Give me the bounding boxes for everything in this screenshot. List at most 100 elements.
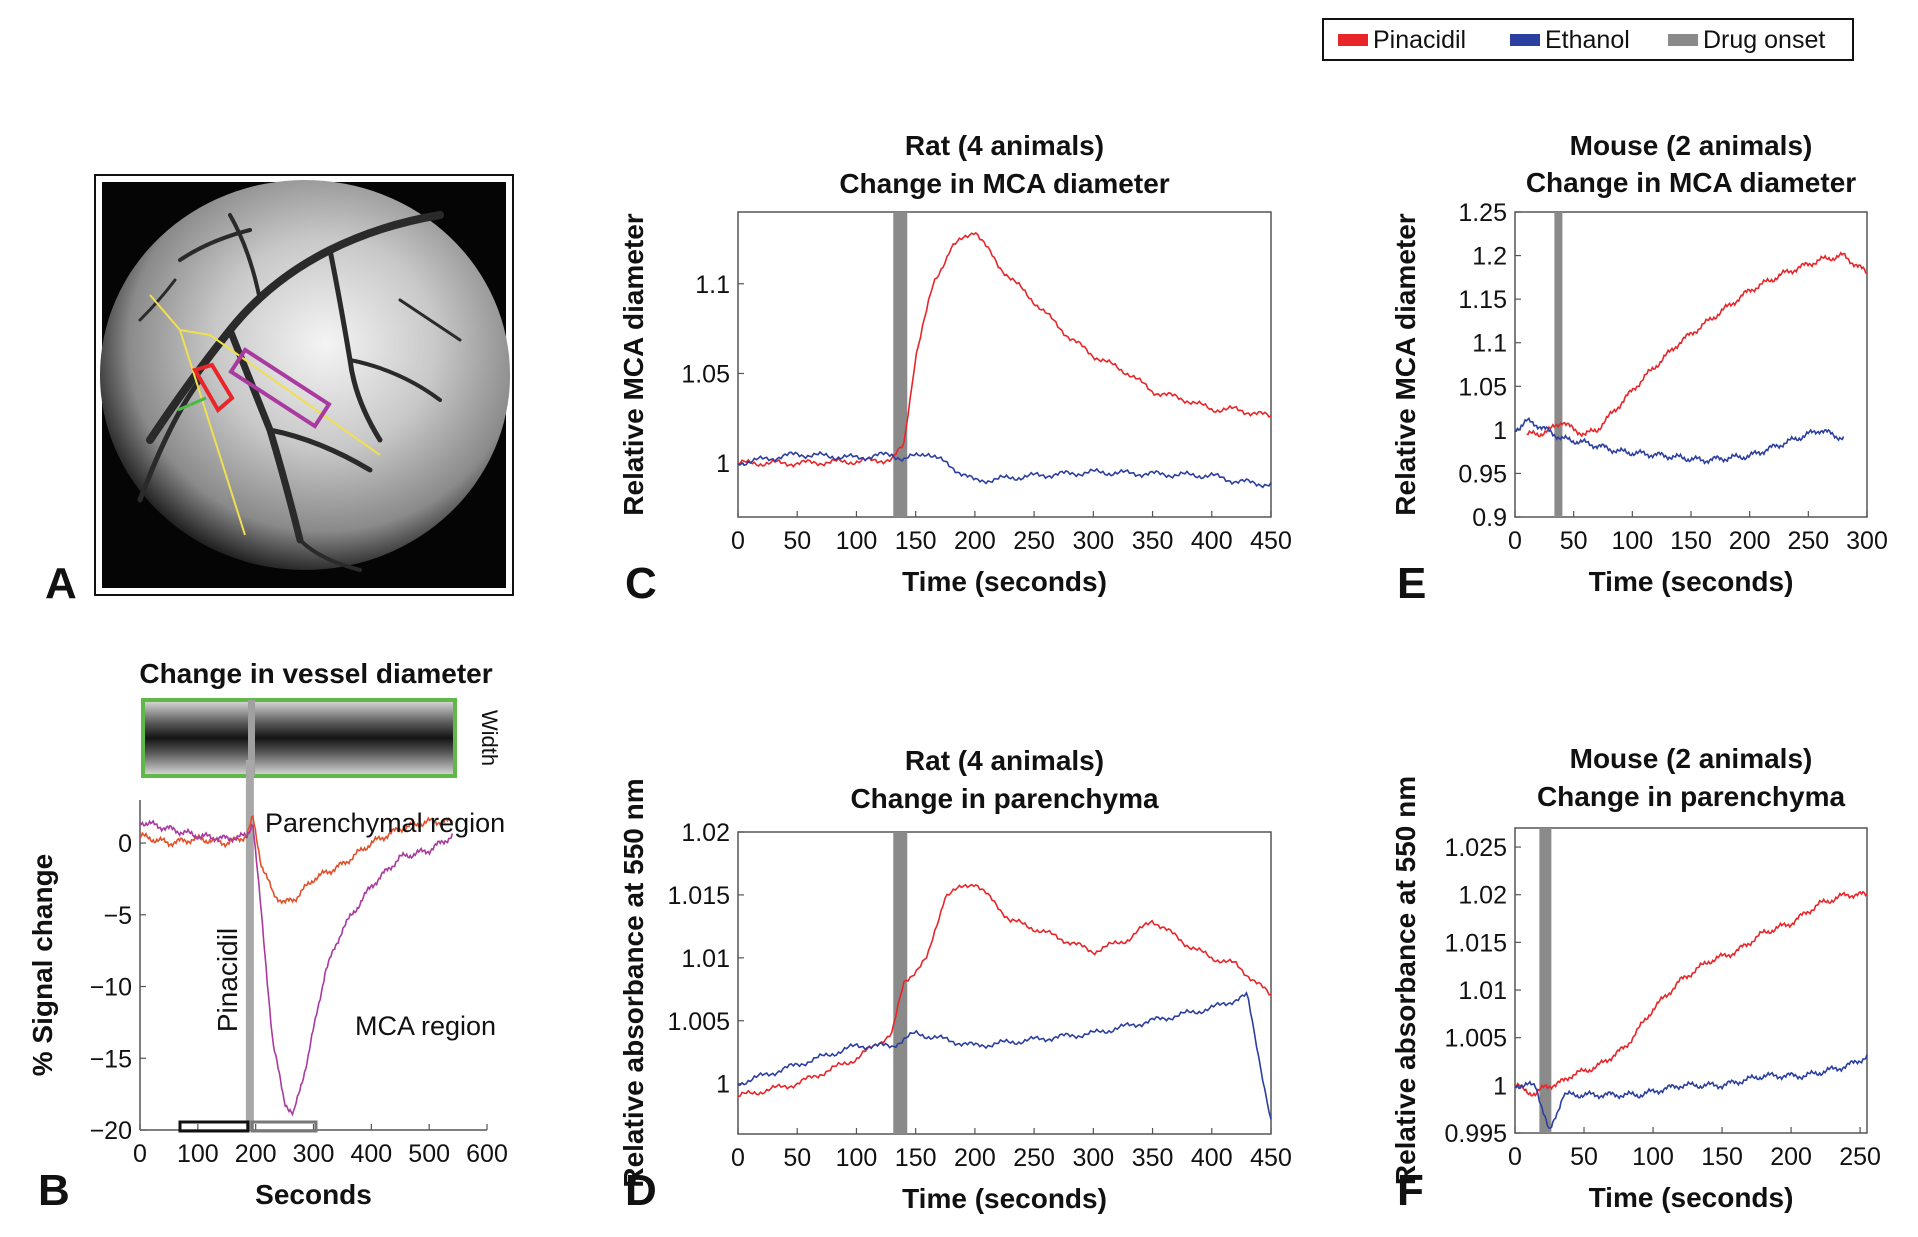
chart-d-y-tick-label: 1.015 (667, 882, 730, 910)
legend-label-drug-onset: Drug onset (1703, 26, 1825, 54)
legend-frame (1322, 18, 1854, 61)
chart-e-series-pinacidil (1526, 251, 1868, 438)
chart-e-y-tick-label: 1.25 (1458, 199, 1507, 227)
chart-e-y-tick-label: 1.1 (1472, 330, 1507, 358)
chart-d-y-tick-label: 1.01 (681, 945, 730, 973)
chart-d: Rat (4 animals) Change in parenchyma 0 50 10… (618, 745, 1292, 1214)
chart-f-y-tick-label: 1.005 (1444, 1025, 1507, 1053)
chart-f-y-label: Relative absorbance at 550 nm (1390, 776, 1421, 1185)
chart-c-subtitle: Change in MCA diameter (839, 168, 1169, 199)
chart-f-drug-onset-bar (1539, 828, 1552, 1133)
chart-e-drug-onset-bar (1554, 212, 1563, 517)
chart-c-y-tick-label: 1.05 (681, 360, 730, 388)
chart-c-y-label: Relative MCA diameter (618, 213, 649, 515)
chart-b-x-tick-label: 300 (293, 1140, 335, 1168)
legend-swatch-ethanol (1510, 34, 1540, 46)
chart-e-y-label: Relative MCA diameter (1390, 213, 1421, 515)
chart-d-series-pinacidil (737, 883, 1272, 1098)
chart-b-x-tick-label: 200 (235, 1140, 277, 1168)
chart-e-title: Mouse (2 animals) (1570, 130, 1813, 161)
chart-b-y-tick-label: −15 (90, 1045, 132, 1073)
chart-f-title: Mouse (2 animals) (1570, 743, 1813, 774)
chart-f-x-tick-label: 0 (1508, 1143, 1522, 1171)
chart-d-title: Rat (4 animals) (905, 745, 1104, 776)
vessel-width-strip (141, 698, 457, 778)
chart-b-series-parenchymal-region (139, 815, 453, 905)
chart-f-y-tick-label: 1.02 (1458, 882, 1507, 910)
chart-d-x-tick-label: 250 (1013, 1144, 1055, 1172)
chart-d-x-tick-label: 200 (954, 1144, 996, 1172)
chart-d-x-label: Time (seconds) (902, 1183, 1107, 1214)
chart-f-x-tick-label: 250 (1839, 1143, 1881, 1171)
chart-b-x-tick-label: 400 (350, 1140, 392, 1168)
chart-e-x-tick-label: 150 (1670, 527, 1712, 555)
chart-f-plot-frame (1514, 827, 1868, 1134)
chart-e: Mouse (2 animals) Change in MCA diameter 0… (1390, 130, 1888, 597)
chart-d-y-label: Relative absorbance at 550 nm (618, 778, 649, 1187)
panel-b-title: Change in vessel diameter (139, 658, 492, 689)
panel-a: A (45, 174, 514, 608)
legend-swatch-pinacidil (1338, 34, 1368, 46)
chart-d-x-tick-label: 50 (783, 1144, 811, 1172)
chart-d-x-tick-label: 300 (1072, 1144, 1114, 1172)
chart-b-y-tick-label: −5 (103, 902, 132, 930)
chart-e-x-tick-label: 50 (1560, 527, 1588, 555)
chart-d-x-tick-label: 100 (836, 1144, 878, 1172)
chart-c-x-tick-label: 100 (836, 527, 878, 555)
chart-f-x-label: Time (seconds) (1589, 1182, 1794, 1213)
chart-e-y-tick-label: 1 (1493, 417, 1507, 445)
chart-b-y-label: % Signal change (27, 854, 58, 1077)
chart-c-x-tick-label: 0 (731, 527, 745, 555)
chart-c-y-tick-label: 1.1 (695, 271, 730, 299)
chart-c-plot-frame (737, 211, 1272, 518)
legend-swatch-drug-onset (1668, 34, 1698, 46)
chart-c-series-pinacidil (737, 231, 1272, 468)
legend: Pinacidil Ethanol Drug onset (1322, 18, 1854, 61)
chart-c-x-tick-label: 200 (954, 527, 996, 555)
chart-d-series-ethanol (737, 991, 1272, 1120)
mca-region-box (228, 347, 332, 429)
chart-e-plot-frame (1514, 211, 1868, 518)
chart-f-y-tick-label: 1 (1493, 1072, 1507, 1100)
panel-a-letter: A (45, 559, 77, 608)
chart-e-subtitle: Change in MCA diameter (1526, 167, 1856, 198)
baseline-window-box (178, 1120, 250, 1133)
chart-d-x-tick-label: 150 (895, 1144, 937, 1172)
chart-d-y-tick-label: 1 (716, 1071, 730, 1099)
chart-f-y-tick-label: 1.015 (1444, 929, 1507, 957)
chart-c-x-tick-label: 250 (1013, 527, 1055, 555)
panel-b: Change in vessel diameter Width 0 100 200 3… (27, 658, 508, 1215)
chart-c-x-tick-label: 50 (783, 527, 811, 555)
chart-d-y-tick-label: 1.02 (681, 819, 730, 847)
chart-e-x-label: Time (seconds) (1589, 566, 1794, 597)
chart-e-y-tick-label: 1.05 (1458, 373, 1507, 401)
panel-e-letter: E (1397, 559, 1426, 608)
chart-c-x-tick-label: 150 (895, 527, 937, 555)
chart-b-x-tick-label: 600 (466, 1140, 508, 1168)
chart-d-subtitle: Change in parenchyma (850, 783, 1159, 814)
chart-d-x-tick-label: 0 (731, 1144, 745, 1172)
chart-c-x-tick-label: 400 (1191, 527, 1233, 555)
panel-f-letter: F (1397, 1166, 1424, 1215)
chart-d-drug-onset-bar (893, 832, 908, 1134)
response-window-box (250, 1120, 318, 1133)
chart-b-series-mca-region (139, 819, 454, 1117)
chart-e-y-tick-label: 1.2 (1472, 243, 1507, 271)
legend-label-ethanol: Ethanol (1545, 26, 1630, 54)
chart-e-y-tick-label: 0.9 (1472, 504, 1507, 532)
legend-label-pinacidil: Pinacidil (1373, 26, 1466, 54)
chart-b: 0 100 200 300 400 500 600 0 −5 −10 −15 −20 Seconds % … (27, 760, 508, 1210)
strip-width-label: Width (477, 710, 502, 766)
chart-e-x-tick-label: 250 (1787, 527, 1829, 555)
panel-d-letter: D (625, 1166, 657, 1215)
chart-f-x-tick-label: 100 (1632, 1143, 1674, 1171)
chart-c-x-label: Time (seconds) (902, 566, 1107, 597)
parenchymal-region-annotation: Parenchymal region (265, 808, 505, 838)
chart-e-y-tick-label: 0.95 (1458, 460, 1507, 488)
chart-e-x-tick-label: 300 (1846, 527, 1888, 555)
panel-b-drug-label: Pinacidil (212, 928, 243, 1032)
chart-c-x-tick-label: 450 (1250, 527, 1292, 555)
mca-region-annotation: MCA region (355, 1011, 496, 1041)
chart-b-x-tick-label: 500 (408, 1140, 450, 1168)
vessel-strip-onset-marker (248, 700, 255, 776)
